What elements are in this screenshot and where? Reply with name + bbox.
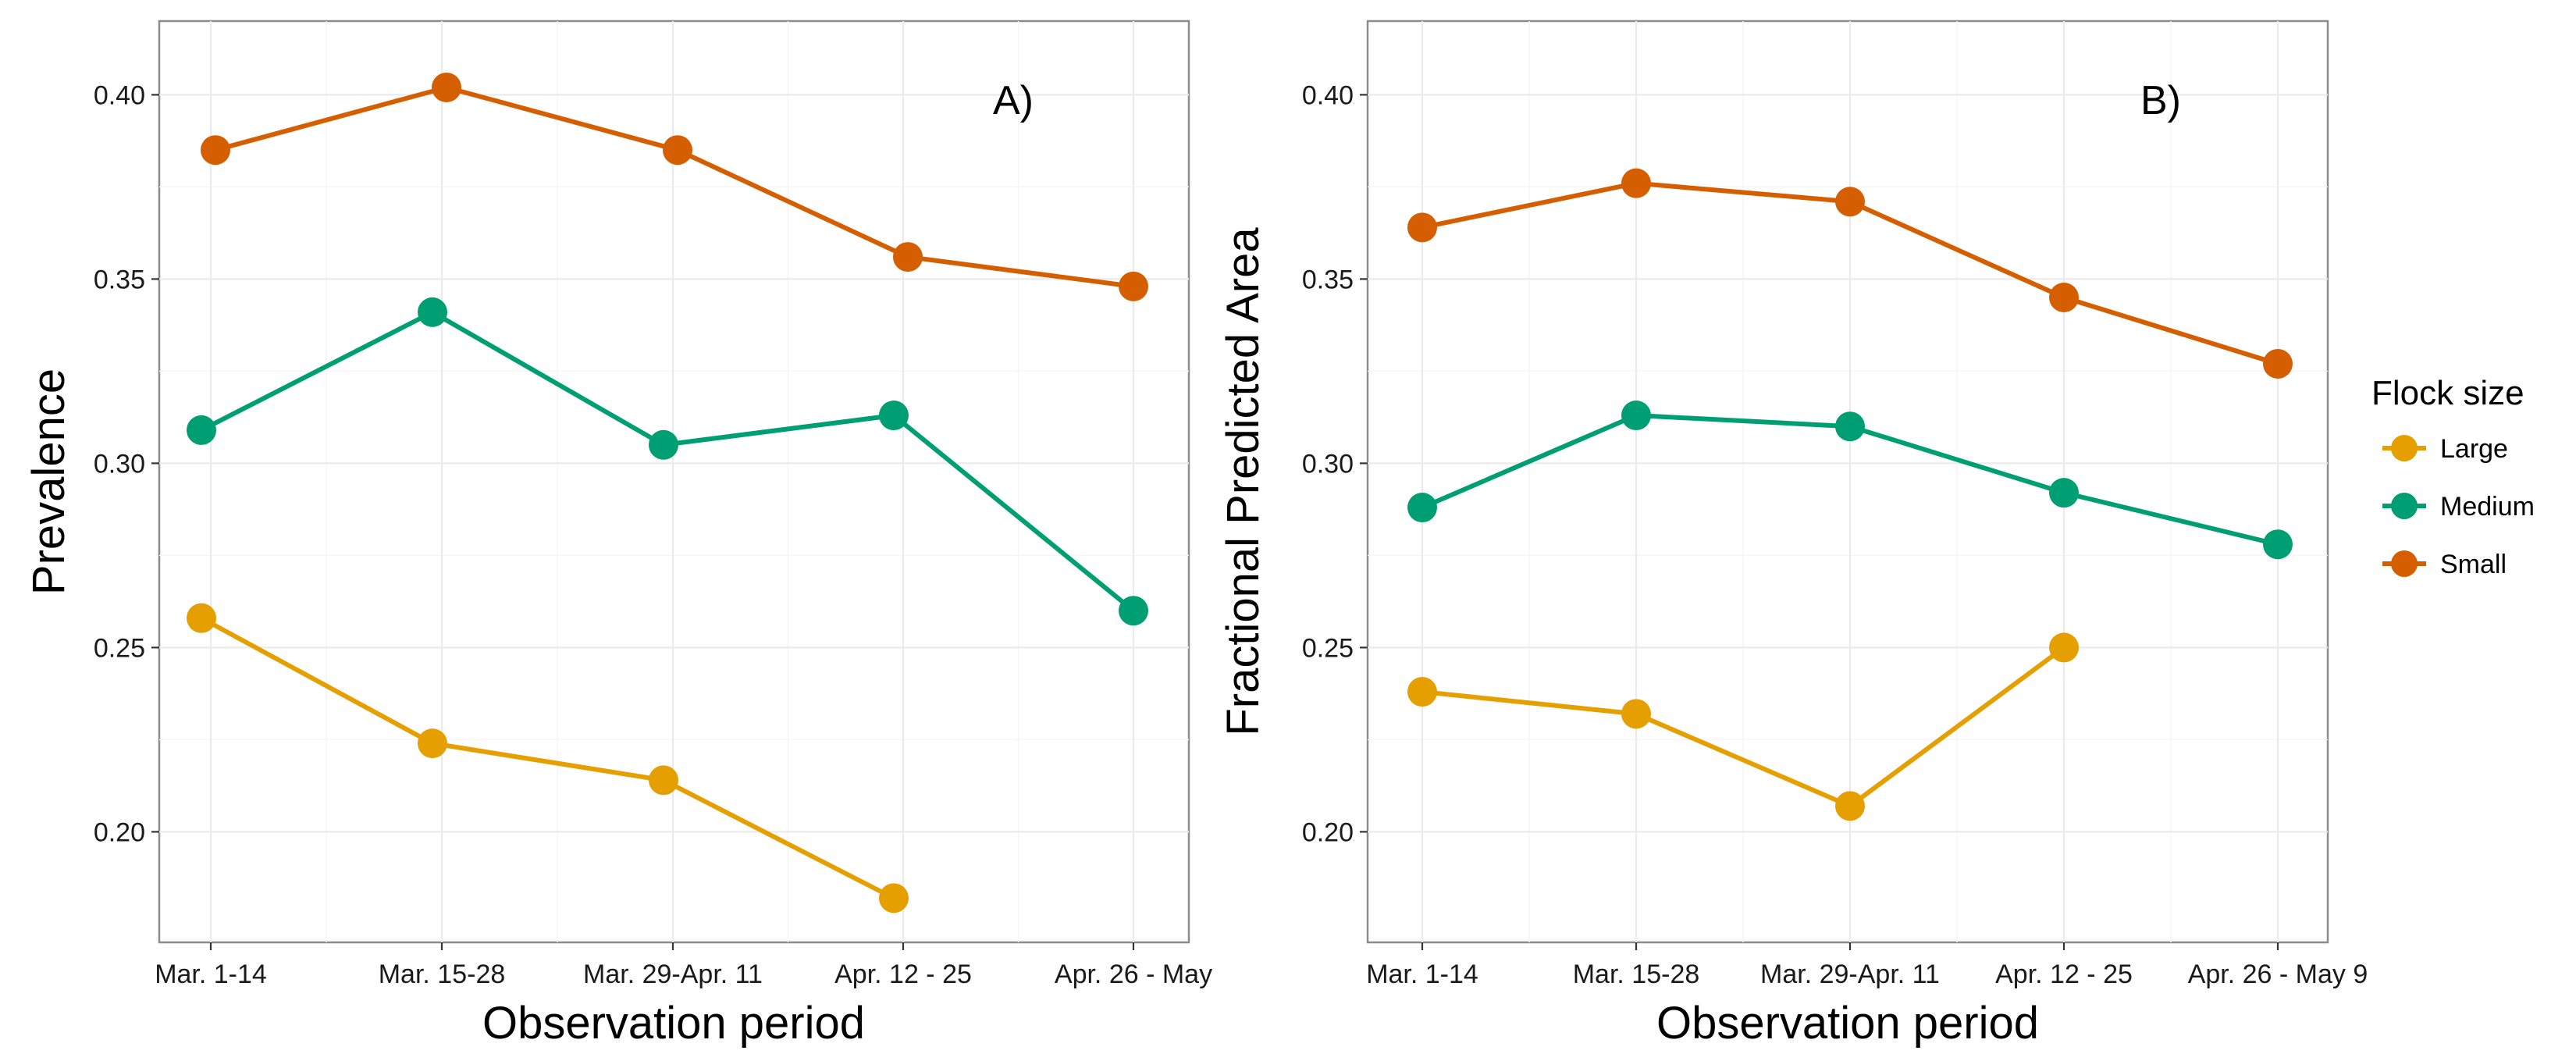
data-point-medium xyxy=(1119,596,1148,626)
y-tick-label: 0.40 xyxy=(1302,80,1354,110)
legend: Flock size Large Medium Small xyxy=(2371,374,2535,579)
y-tick-label: 0.35 xyxy=(94,265,145,294)
panel-b-x-axis-title: Observation period xyxy=(1656,998,2039,1049)
data-point-large xyxy=(649,765,678,796)
data-point-large xyxy=(1835,791,1865,821)
legend-label-large: Large xyxy=(2440,434,2508,464)
x-tick-label: Mar. 1-14 xyxy=(1366,960,1478,989)
data-point-medium xyxy=(879,401,909,431)
legend-key-point-small xyxy=(2391,550,2418,577)
x-tick-label: Mar. 29-Apr. 11 xyxy=(583,960,763,989)
panel-b-y-axis-title: Fractional Predicted Area xyxy=(1218,227,1268,736)
data-point-medium xyxy=(418,297,447,327)
legend-label-small: Small xyxy=(2440,550,2507,579)
data-point-medium xyxy=(187,415,216,445)
data-point-small xyxy=(1407,212,1437,243)
data-point-large xyxy=(418,728,447,759)
data-point-large xyxy=(1407,677,1437,707)
data-point-medium xyxy=(1621,401,1651,431)
data-point-small xyxy=(1621,168,1651,198)
panel-a-x-axis: Mar. 1-14 Mar. 15-28 Mar. 29-Apr. 11 Apr. 1… xyxy=(155,942,1212,989)
data-point-small xyxy=(2263,348,2293,379)
y-tick-label: 0.30 xyxy=(94,449,145,479)
data-point-medium xyxy=(2049,478,2079,508)
data-point-medium xyxy=(1407,493,1437,523)
legend-items: Large Medium Small xyxy=(2382,434,2535,579)
y-tick-label: 0.35 xyxy=(1302,265,1354,294)
panel-b-y-axis: 0.20 0.25 0.30 0.35 0.40 xyxy=(1302,80,1368,847)
data-point-large xyxy=(879,883,909,913)
data-point-large xyxy=(2049,632,2079,663)
panel-a-tag: A) xyxy=(993,78,1034,123)
data-point-small xyxy=(432,72,461,102)
data-point-medium xyxy=(649,429,678,460)
panel-a-series xyxy=(187,72,1148,913)
x-tick-label: Apr. 12 - 25 xyxy=(1995,960,2133,989)
x-tick-label: Mar. 15-28 xyxy=(1573,960,1700,989)
x-tick-label: Apr. 12 - 25 xyxy=(834,960,972,989)
panel-a-y-axis-title: Prevalence xyxy=(23,369,74,595)
panel-a-y-axis: 0.20 0.25 0.30 0.35 0.40 xyxy=(94,80,159,847)
data-point-small xyxy=(201,135,230,166)
legend-label-medium: Medium xyxy=(2440,492,2535,522)
data-point-small xyxy=(663,135,692,166)
x-tick-label: Apr. 26 - May xyxy=(1055,960,1212,989)
panel-a-x-axis-title: Observation period xyxy=(482,998,865,1049)
x-tick-label: Mar. 1-14 xyxy=(155,960,267,989)
panel-b-tag: B) xyxy=(2140,78,2181,123)
series-line-large xyxy=(1421,645,2065,809)
y-tick-label: 0.25 xyxy=(94,633,145,663)
panel-a-gridlines xyxy=(159,21,1189,942)
series-line-large xyxy=(200,616,895,901)
panel-b-series xyxy=(1407,168,2293,821)
data-point-small xyxy=(1119,271,1148,301)
x-tick-label: Mar. 15-28 xyxy=(379,960,506,989)
data-point-medium xyxy=(1835,411,1865,442)
panel-b-x-axis: Mar. 1-14 Mar. 15-28 Mar. 29-Apr. 11 Apr. 1… xyxy=(1366,942,2368,989)
y-tick-label: 0.40 xyxy=(94,80,145,110)
y-tick-label: 0.25 xyxy=(1302,633,1354,663)
data-point-small xyxy=(893,242,923,272)
legend-key-point-large xyxy=(2391,435,2418,461)
y-tick-label: 0.20 xyxy=(94,817,145,847)
panel-b-plot-area xyxy=(1366,20,2329,944)
data-point-large xyxy=(187,603,216,633)
y-tick-label: 0.30 xyxy=(1302,449,1354,479)
legend-key-point-medium xyxy=(2391,493,2418,519)
data-point-large xyxy=(1621,699,1651,729)
panel-b: 0.20 0.25 0.30 0.35 0.40 Mar. 1-14 Mar. 15-28… xyxy=(1218,20,2368,1049)
y-tick-label: 0.20 xyxy=(1302,817,1354,847)
panel-a: 0.20 0.25 0.30 0.35 0.40 Mar. 1-14 Mar. 15-28… xyxy=(23,20,1212,1049)
x-tick-label: Apr. 26 - May 9 xyxy=(2188,960,2368,989)
x-tick-label: Mar. 29-Apr. 11 xyxy=(1760,960,1940,989)
data-point-small xyxy=(2049,283,2079,312)
legend-title: Flock size xyxy=(2371,374,2524,412)
data-point-medium xyxy=(2263,529,2293,560)
data-point-small xyxy=(1835,187,1865,217)
